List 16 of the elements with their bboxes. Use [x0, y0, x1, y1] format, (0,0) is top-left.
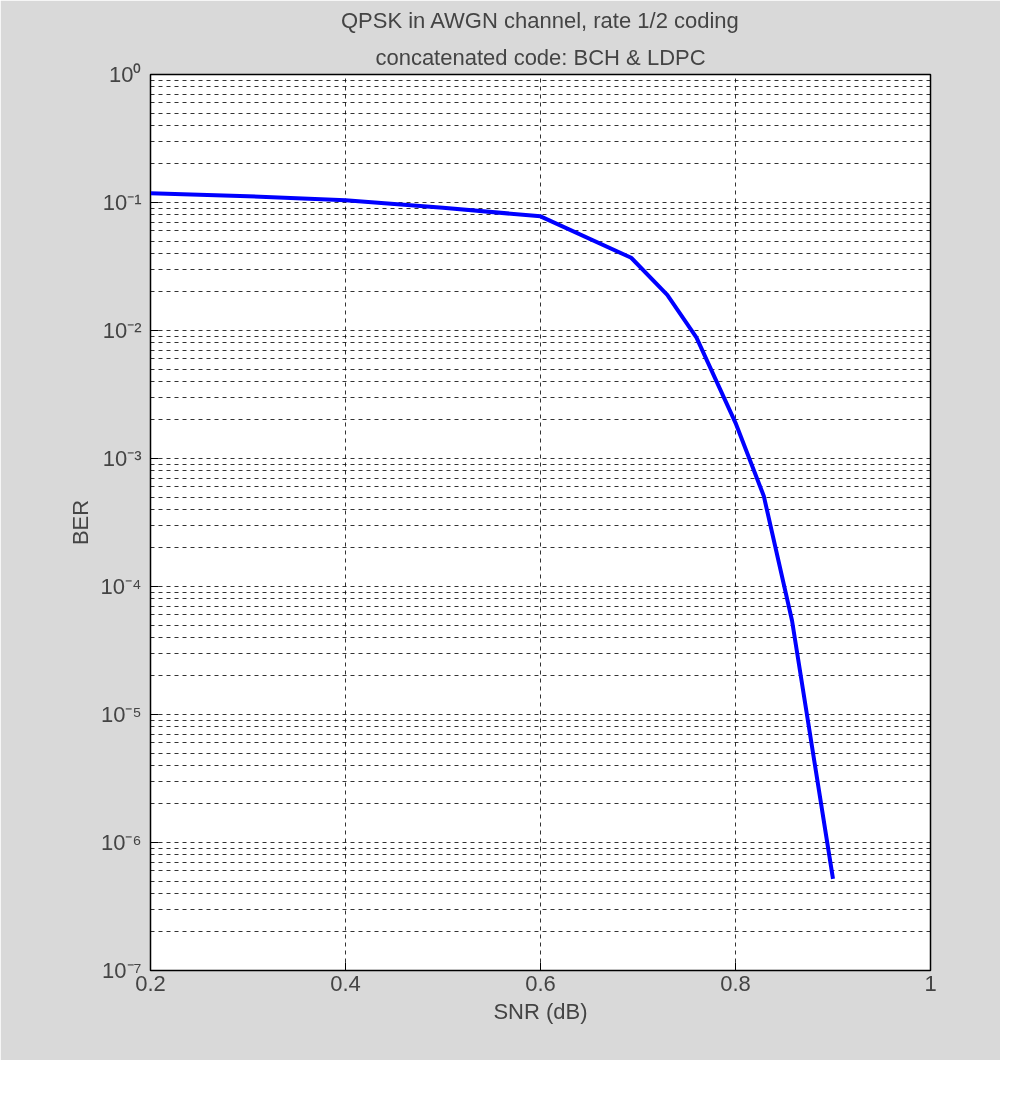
y-tick-label: 10⁻⁵	[100, 702, 142, 727]
x-tick-label: 1	[924, 970, 937, 996]
y-axis-title: BER	[67, 499, 93, 546]
x-tick-label: 0.4	[330, 970, 361, 996]
x-axis-title: SNR (dB)	[493, 998, 588, 1024]
x-tick-label: 0.8	[720, 970, 751, 996]
y-tick-label: 10⁻⁶	[100, 830, 142, 855]
line-series	[150, 191, 835, 881]
x-tick-label: 0.6	[525, 970, 556, 996]
chart-title: QPSK in AWGN channel, rate 1/2 coding	[340, 7, 739, 33]
y-tick-label: 10⁻¹	[102, 190, 142, 215]
y-tick-label: 10⁰	[109, 62, 142, 87]
y-tick-label: 10⁻³	[102, 446, 142, 471]
chart-subtitle: concatenated code: BCH & LDPC	[375, 44, 706, 70]
y-tick-label: 10⁻⁴	[100, 574, 142, 599]
y-tick-label: 10⁻²	[102, 318, 142, 343]
